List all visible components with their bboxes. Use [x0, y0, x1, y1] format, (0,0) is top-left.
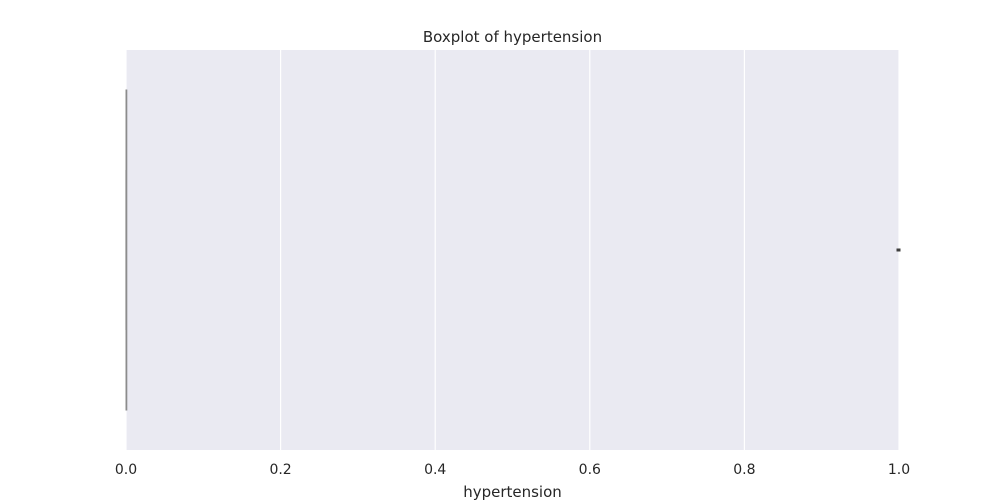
x-tick-label: 0.4	[424, 462, 446, 478]
chart-title: Boxplot of hypertension	[423, 28, 602, 46]
outliers	[896, 248, 901, 252]
x-axis-label: hypertension	[463, 483, 562, 500]
outlier-point-0	[896, 248, 901, 252]
x-tick-label: 1.0	[888, 462, 910, 478]
box-element	[125, 89, 128, 411]
plot-area	[126, 50, 899, 450]
x-tick-label: 0.2	[269, 462, 291, 478]
x-tick-label: 0.6	[579, 462, 601, 478]
x-tick-label: 0.0	[115, 462, 137, 478]
x-axis-ticks: 0.0 0.2 0.4 0.6 0.8 1.0	[115, 462, 910, 478]
x-tick-label: 0.8	[733, 462, 755, 478]
